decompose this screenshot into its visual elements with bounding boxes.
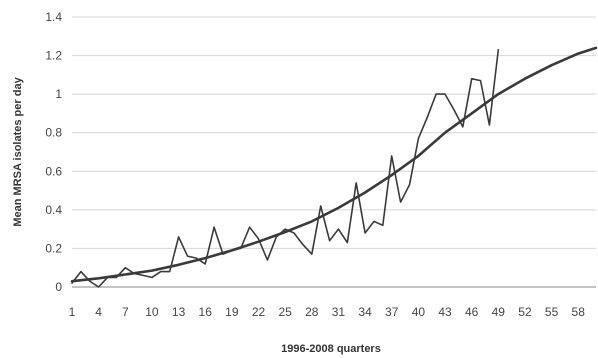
y-tick-label: 0.4 — [45, 203, 62, 217]
y-tick-label: 0.2 — [45, 241, 62, 255]
x-tick-label: 22 — [252, 305, 266, 319]
x-tick-label: 58 — [572, 305, 586, 319]
x-tick-label: 31 — [332, 305, 346, 319]
y-tick-label: 1.2 — [45, 49, 62, 63]
series-lines — [70, 46, 598, 288]
data-line — [71, 48, 500, 288]
y-tick-label: 1 — [55, 87, 62, 101]
y-axis-title: Mean MRSA isolates per day — [12, 76, 24, 226]
x-tick-label: 34 — [358, 305, 372, 319]
y-tick-label: 1.4 — [45, 10, 62, 24]
x-tick-label: 46 — [465, 305, 479, 319]
y-tick-label: 0.8 — [45, 126, 62, 140]
x-tick-label: 28 — [305, 305, 319, 319]
x-tick-label: 43 — [438, 305, 452, 319]
y-tick-label: 0 — [55, 280, 62, 294]
x-tick-label: 7 — [122, 305, 129, 319]
x-tick-label: 16 — [199, 305, 213, 319]
y-tick-label: 0.6 — [45, 164, 62, 178]
x-tick-label: 49 — [492, 305, 506, 319]
x-tick-labels: 1 4 7 10 13 16 19 22 25 28 31 34 37 40 43 46 49 52 55 58 — [69, 305, 586, 319]
x-tick-label: 10 — [145, 305, 159, 319]
x-tick-label: 19 — [225, 305, 239, 319]
x-axis-title: 1996-2008 quarters — [281, 343, 381, 355]
x-tick-label: 55 — [545, 305, 559, 319]
y-tick-labels: 0 0.2 0.4 0.6 0.8 1 1.2 1.4 — [45, 10, 62, 294]
x-tick-label: 52 — [518, 305, 532, 319]
grid-lines — [72, 16, 596, 288]
x-tick-label: 40 — [412, 305, 426, 319]
x-tick-label: 25 — [278, 305, 292, 319]
x-tick-label: 13 — [172, 305, 186, 319]
x-tick-label: 1 — [69, 305, 76, 319]
x-tick-label: 4 — [95, 305, 102, 319]
trend-line — [70, 46, 598, 283]
x-tick-label: 37 — [385, 305, 399, 319]
